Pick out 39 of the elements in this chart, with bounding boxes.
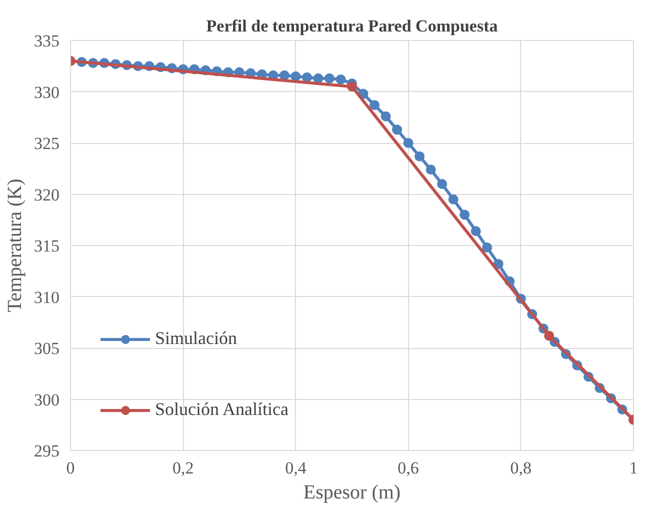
point	[290, 71, 301, 82]
point	[324, 73, 334, 84]
x-axis-title: Espesor (m)	[303, 482, 401, 504]
point	[279, 70, 290, 80]
point	[336, 74, 346, 84]
point	[302, 72, 312, 82]
point	[470, 226, 481, 236]
point	[448, 194, 458, 204]
point	[380, 111, 391, 122]
point	[370, 100, 380, 110]
y-tick-label: 335	[34, 32, 60, 50]
point	[482, 242, 492, 253]
point	[437, 179, 448, 189]
y-tick-label: 315	[34, 236, 60, 256]
point	[403, 138, 414, 148]
point	[414, 151, 425, 162]
y-tick-label: 330	[34, 82, 60, 102]
legend-label: Simulación	[155, 328, 237, 349]
point	[426, 164, 436, 175]
legend-label: Solución Analítica	[155, 399, 288, 420]
x-tick-label: 0	[66, 458, 75, 478]
point	[460, 210, 470, 220]
x-tick-label: 0,4	[285, 458, 307, 478]
point	[313, 73, 324, 84]
point	[347, 82, 357, 92]
y-tick-label: 325	[34, 134, 60, 153]
chart-title: Perfil de temperatura Pared Compuesta	[206, 16, 498, 36]
x-tick-label: 0,8	[510, 458, 532, 478]
y-tick-label: 320	[34, 185, 60, 204]
y-axis-title: Temperatura (K)	[4, 178, 26, 312]
x-tick-label: 0,6	[398, 458, 419, 478]
y-tick-label: 310	[34, 288, 60, 307]
point	[544, 330, 554, 341]
y-tick-label: 300	[34, 390, 60, 410]
y-tick-label: 295	[34, 442, 60, 460]
x-tick-label: 0,2	[172, 458, 194, 478]
point	[392, 124, 402, 135]
x-tick-label: 1	[629, 458, 638, 478]
y-tick-label: 305	[34, 339, 60, 358]
